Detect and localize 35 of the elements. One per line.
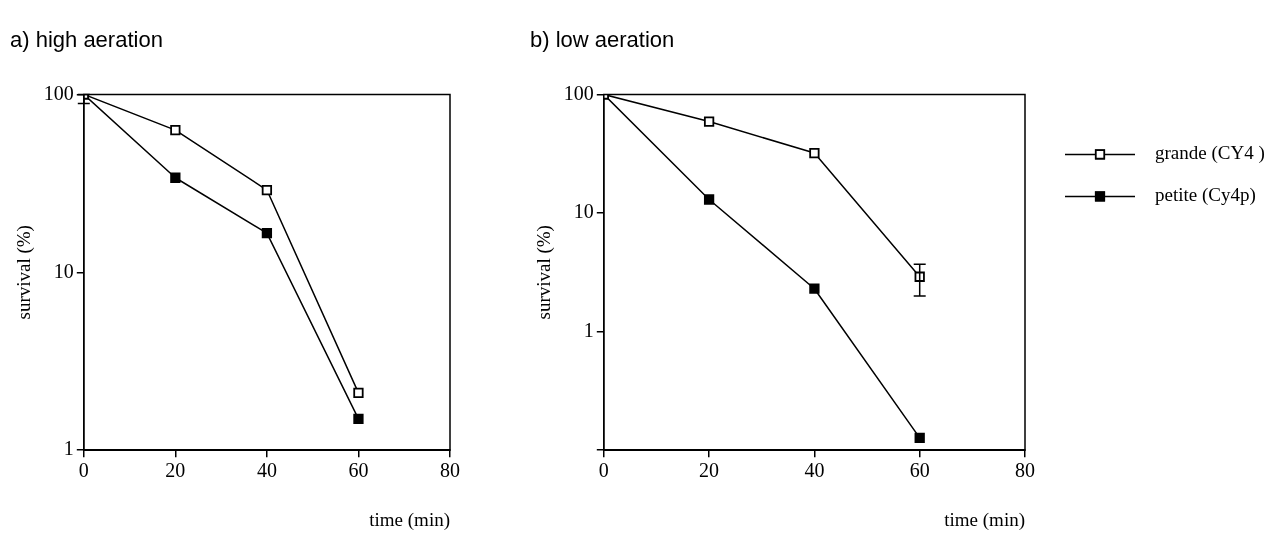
- point: [170, 124, 181, 136]
- y-axis-title: survival (%): [533, 225, 556, 320]
- y-tick-label: 10: [53, 259, 74, 282]
- x-tick-label: 80: [440, 459, 460, 482]
- y-axis-title: survival (%): [13, 225, 36, 320]
- chart-title: b) low aeration: [530, 27, 675, 53]
- y-tick-label: 1: [63, 437, 74, 460]
- point: [261, 228, 273, 239]
- point: [914, 432, 925, 444]
- x-tick-label: 0: [598, 459, 609, 482]
- x-tick-label: 80: [1015, 459, 1035, 482]
- y-tick-label: 10: [573, 200, 594, 223]
- x-axis-title: time (min): [944, 508, 1025, 531]
- x-tick-label: 40: [804, 459, 825, 482]
- chart-title: a) high aeration: [10, 27, 163, 53]
- x-tick-label: 20: [699, 459, 720, 482]
- x-tick-label: 20: [165, 459, 186, 482]
- x-tick-label: 60: [348, 459, 369, 482]
- point: [353, 413, 364, 425]
- x-tick-label: 60: [909, 459, 930, 482]
- x-axis-title: time (min): [369, 508, 450, 531]
- x-tick-label: 40: [256, 459, 277, 482]
- point: [353, 387, 364, 399]
- point: [809, 147, 820, 159]
- x-tick-label: 0: [78, 459, 89, 482]
- y-tick-label: 1: [583, 318, 594, 341]
- y-tick-label: 100: [43, 81, 74, 104]
- legend-label: petite (Cy4p): [1155, 184, 1256, 207]
- legend-label: grande (CY4 ): [1155, 142, 1265, 165]
- point: [170, 172, 181, 183]
- point: [703, 194, 715, 205]
- point: [809, 283, 820, 294]
- y-tick-label: 100: [563, 81, 594, 104]
- point: [703, 116, 715, 127]
- point: [261, 184, 273, 196]
